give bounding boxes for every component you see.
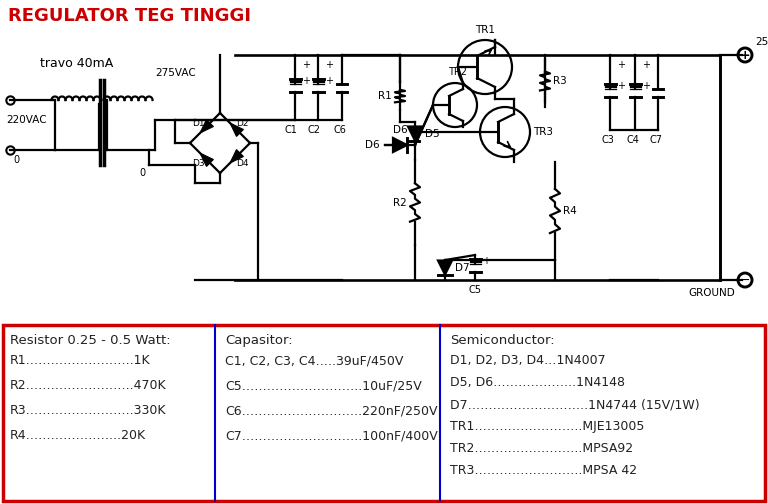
Polygon shape [200, 153, 214, 166]
Text: D7: D7 [455, 263, 469, 273]
Text: −: − [740, 274, 750, 287]
Polygon shape [230, 123, 243, 137]
Text: C2: C2 [307, 125, 320, 135]
Text: C7: C7 [650, 135, 663, 145]
Text: Resistor 0.25 - 0.5 Watt:: Resistor 0.25 - 0.5 Watt: [10, 334, 170, 347]
Text: 220VAC: 220VAC [6, 115, 47, 125]
Text: C1: C1 [285, 125, 297, 135]
Text: +: + [617, 81, 625, 91]
Text: 0: 0 [13, 155, 19, 165]
Text: C5: C5 [468, 285, 482, 295]
Text: +: + [617, 60, 625, 70]
Text: 275VAC: 275VAC [155, 68, 196, 78]
Text: D6: D6 [392, 125, 407, 135]
Text: TR2……………………..MPSA92: TR2……………………..MPSA92 [450, 442, 633, 455]
Text: R3: R3 [553, 76, 567, 86]
Text: +: + [643, 81, 650, 91]
Polygon shape [230, 150, 243, 163]
Polygon shape [438, 261, 452, 275]
Text: R3……………………..330K: R3……………………..330K [10, 404, 167, 417]
Text: +: + [740, 48, 750, 61]
Text: C6………………………..220nF/250V: C6………………………..220nF/250V [225, 404, 438, 417]
Text: travo 40mA: travo 40mA [41, 57, 114, 70]
Text: C3: C3 [601, 135, 614, 145]
Text: D6: D6 [366, 140, 380, 150]
Text: Capasitor:: Capasitor: [225, 334, 293, 347]
Text: C7………………………..100nF/400V: C7………………………..100nF/400V [225, 429, 438, 442]
Text: TR3……………………..MPSA 42: TR3……………………..MPSA 42 [450, 464, 637, 477]
Text: 250VDC: 250VDC [755, 37, 768, 47]
Text: R2……………………..470K: R2……………………..470K [10, 379, 167, 392]
Text: +: + [482, 256, 491, 266]
Text: TR1……………………..MJE13005: TR1……………………..MJE13005 [450, 420, 644, 433]
Text: R2: R2 [393, 198, 407, 208]
Text: Semiconductor:: Semiconductor: [450, 334, 554, 347]
Text: REGULATOR TEG TINGGI: REGULATOR TEG TINGGI [8, 7, 251, 25]
Text: R4: R4 [563, 206, 577, 216]
Text: R1: R1 [379, 91, 392, 101]
Text: +: + [325, 60, 333, 70]
Text: D5, D6………………..1N4148: D5, D6………………..1N4148 [450, 376, 625, 389]
Text: D1, D2, D3, D4…1N4007: D1, D2, D3, D4…1N4007 [450, 354, 606, 367]
Text: TR3: TR3 [533, 127, 553, 137]
Text: D2: D2 [236, 118, 248, 128]
Text: C1, C2, C3, C4…..39uF/450V: C1, C2, C3, C4…..39uF/450V [225, 354, 403, 367]
Text: R1……………………..1K: R1……………………..1K [10, 354, 151, 367]
Text: D4: D4 [236, 159, 248, 167]
Text: GROUND: GROUND [688, 288, 735, 298]
Text: 0: 0 [140, 168, 146, 178]
Polygon shape [393, 138, 407, 152]
Polygon shape [408, 127, 422, 141]
Text: C5………………………..10uF/25V: C5………………………..10uF/25V [225, 379, 422, 392]
Text: +: + [303, 76, 310, 86]
Text: D1: D1 [192, 118, 204, 128]
Text: TR2: TR2 [449, 67, 468, 77]
Text: +: + [642, 60, 650, 70]
Text: D3: D3 [192, 159, 204, 167]
Text: D5: D5 [425, 129, 439, 139]
Text: TR1: TR1 [475, 25, 495, 35]
Polygon shape [200, 119, 214, 133]
Text: R4…………………..20K: R4…………………..20K [10, 429, 146, 442]
Text: +: + [302, 60, 310, 70]
Text: +: + [326, 76, 333, 86]
Text: C6: C6 [333, 125, 346, 135]
Text: D7………………………..1N4744 (15V/1W): D7………………………..1N4744 (15V/1W) [450, 398, 700, 411]
Text: C4: C4 [627, 135, 640, 145]
